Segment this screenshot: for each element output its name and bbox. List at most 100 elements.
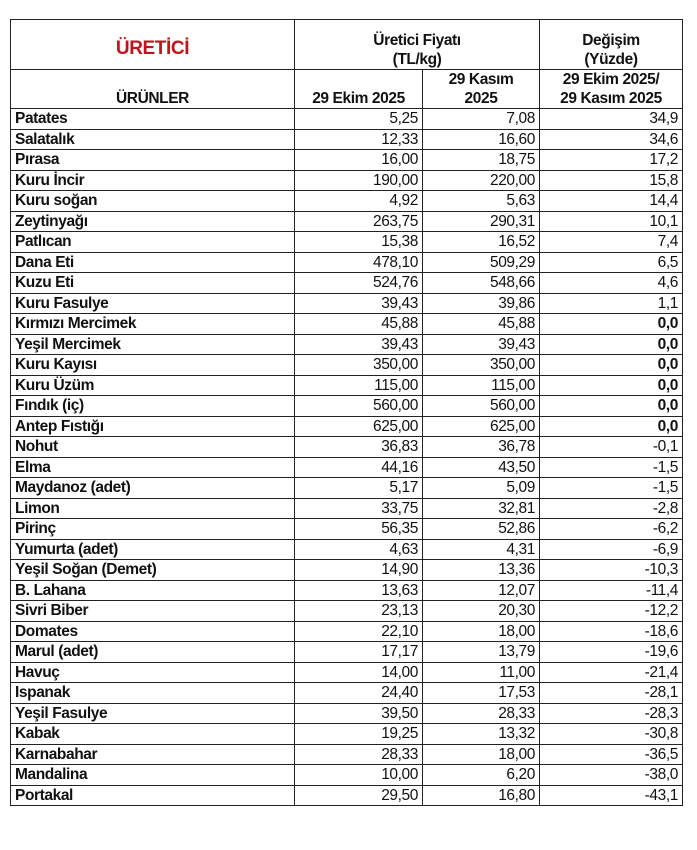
price-oct: 19,25	[294, 723, 423, 745]
table-row: Kuru Kayısı 350,00 350,00 0,0	[10, 354, 683, 376]
price-nov: 11,00	[422, 661, 540, 683]
product-name: Domates	[10, 620, 295, 642]
product-name: Patates	[10, 108, 295, 130]
price-header-line2: (TL/kg)	[392, 51, 442, 68]
change-percent: 15,8	[539, 169, 683, 191]
product-name: Yeşil Soğan (Demet)	[10, 559, 295, 581]
price-oct: 4,63	[294, 538, 423, 560]
change-percent: -11,4	[539, 579, 683, 601]
price-nov: 115,00	[422, 374, 540, 396]
table-row: Limon 33,75 32,81 -2,8	[10, 497, 683, 519]
product-name: Havuç	[10, 661, 295, 683]
table-row: Kabak 19,25 13,32 -30,8	[10, 723, 683, 745]
product-name: Mandalina	[10, 764, 295, 786]
change-percent: -6,9	[539, 538, 683, 560]
change-percent: 14,4	[539, 190, 683, 212]
table-row: Pirinç 56,35 52,86 -6,2	[10, 518, 683, 540]
price-oct: 16,00	[294, 149, 423, 171]
price-oct: 39,43	[294, 333, 423, 355]
price-nov: 5,63	[422, 190, 540, 212]
price-oct: 17,17	[294, 641, 423, 663]
change-percent: 7,4	[539, 231, 683, 253]
price-nov: 16,80	[422, 784, 540, 806]
table-body: Patates 5,25 7,08 34,9 Salatalık 12,33 16,60 34…	[10, 108, 683, 806]
product-name: Yeşil Fasulye	[10, 702, 295, 724]
table-row: Domates 22,10 18,00 -18,6	[10, 620, 683, 642]
change-header-line1: Değişim	[582, 32, 640, 49]
table-row: Ispanak 24,40 17,53 -28,1	[10, 682, 683, 704]
price-oct: 4,92	[294, 190, 423, 212]
table-row: Portakal 29,50 16,80 -43,1	[10, 784, 683, 806]
nov-header-line2: 2025	[464, 90, 498, 107]
price-nov: 6,20	[422, 764, 540, 786]
table-row: Maydanoz (adet) 5,17 5,09 -1,5	[10, 477, 683, 499]
change-percent: -43,1	[539, 784, 683, 806]
price-oct: 5,25	[294, 108, 423, 130]
change-col-line2: 29 Kasım 2025	[560, 90, 662, 107]
price-oct: 14,00	[294, 661, 423, 683]
table-row: Pırasa 16,00 18,75 17,2	[10, 149, 683, 171]
table-row: Yeşil Soğan (Demet) 14,90 13,36 -10,3	[10, 559, 683, 581]
price-oct: 190,00	[294, 169, 423, 191]
price-oct: 39,43	[294, 292, 423, 314]
product-name: Antep Fıstığı	[10, 415, 295, 437]
product-name: Nohut	[10, 436, 295, 458]
price-nov: 39,43	[422, 333, 540, 355]
price-nov: 4,31	[422, 538, 540, 560]
price-nov: 12,07	[422, 579, 540, 601]
price-oct: 45,88	[294, 313, 423, 335]
product-name: Fındık (iç)	[10, 395, 295, 417]
change-percent: -30,8	[539, 723, 683, 745]
change-percent: -12,2	[539, 600, 683, 622]
table-row: Kırmızı Mercimek 45,88 45,88 0,0	[10, 313, 683, 335]
price-nov: 43,50	[422, 456, 540, 478]
price-header: Üretici Fiyatı (TL/kg)	[294, 19, 540, 70]
price-oct: 15,38	[294, 231, 423, 253]
price-nov: 39,86	[422, 292, 540, 314]
price-nov: 509,29	[422, 251, 540, 273]
table-row: Dana Eti 478,10 509,29 6,5	[10, 251, 683, 273]
product-name: Kırmızı Mercimek	[10, 313, 295, 335]
product-name: Yumurta (adet)	[10, 538, 295, 560]
price-oct: 350,00	[294, 354, 423, 376]
price-oct: 263,75	[294, 210, 423, 232]
brand-title: ÜRETİCİ	[10, 19, 295, 70]
producer-price-table: ÜRETİCİ Üretici Fiyatı (TL/kg) Değişim (…	[10, 19, 683, 806]
price-nov: 13,36	[422, 559, 540, 581]
table-row: Havuç 14,00 11,00 -21,4	[10, 661, 683, 683]
price-nov: 18,00	[422, 620, 540, 642]
price-nov: 32,81	[422, 497, 540, 519]
price-nov: 28,33	[422, 702, 540, 724]
table-row: Kuzu Eti 524,76 548,66 4,6	[10, 272, 683, 294]
product-name: Maydanoz (adet)	[10, 477, 295, 499]
table-row: Antep Fıstığı 625,00 625,00 0,0	[10, 415, 683, 437]
product-name: Kuru Fasulye	[10, 292, 295, 314]
price-oct: 39,50	[294, 702, 423, 724]
price-oct: 5,17	[294, 477, 423, 499]
table-row: Karnabahar 28,33 18,00 -36,5	[10, 743, 683, 765]
price-oct: 13,63	[294, 579, 423, 601]
change-percent: 10,1	[539, 210, 683, 232]
price-nov: 36,78	[422, 436, 540, 458]
price-oct: 56,35	[294, 518, 423, 540]
table-row: Marul (adet) 17,17 13,79 -19,6	[10, 641, 683, 663]
price-oct: 524,76	[294, 272, 423, 294]
table-row: Patlıcan 15,38 16,52 7,4	[10, 231, 683, 253]
change-percent: 6,5	[539, 251, 683, 273]
price-oct: 478,10	[294, 251, 423, 273]
price-nov: 13,32	[422, 723, 540, 745]
change-percent: 34,9	[539, 108, 683, 130]
price-oct: 14,90	[294, 559, 423, 581]
table-row: Mandalina 10,00 6,20 -38,0	[10, 764, 683, 786]
table-row: Fındık (iç) 560,00 560,00 0,0	[10, 395, 683, 417]
table-row: Zeytinyağı 263,75 290,31 10,1	[10, 210, 683, 232]
price-nov: 20,30	[422, 600, 540, 622]
price-oct: 44,16	[294, 456, 423, 478]
change-percent: -38,0	[539, 764, 683, 786]
price-header-line1: Üretici Fiyatı	[373, 32, 461, 49]
price-nov: 560,00	[422, 395, 540, 417]
price-oct: 10,00	[294, 764, 423, 786]
product-name: Yeşil Mercimek	[10, 333, 295, 355]
change-percent: 0,0	[539, 395, 683, 417]
nov-header-line1: 29 Kasım	[448, 71, 514, 88]
